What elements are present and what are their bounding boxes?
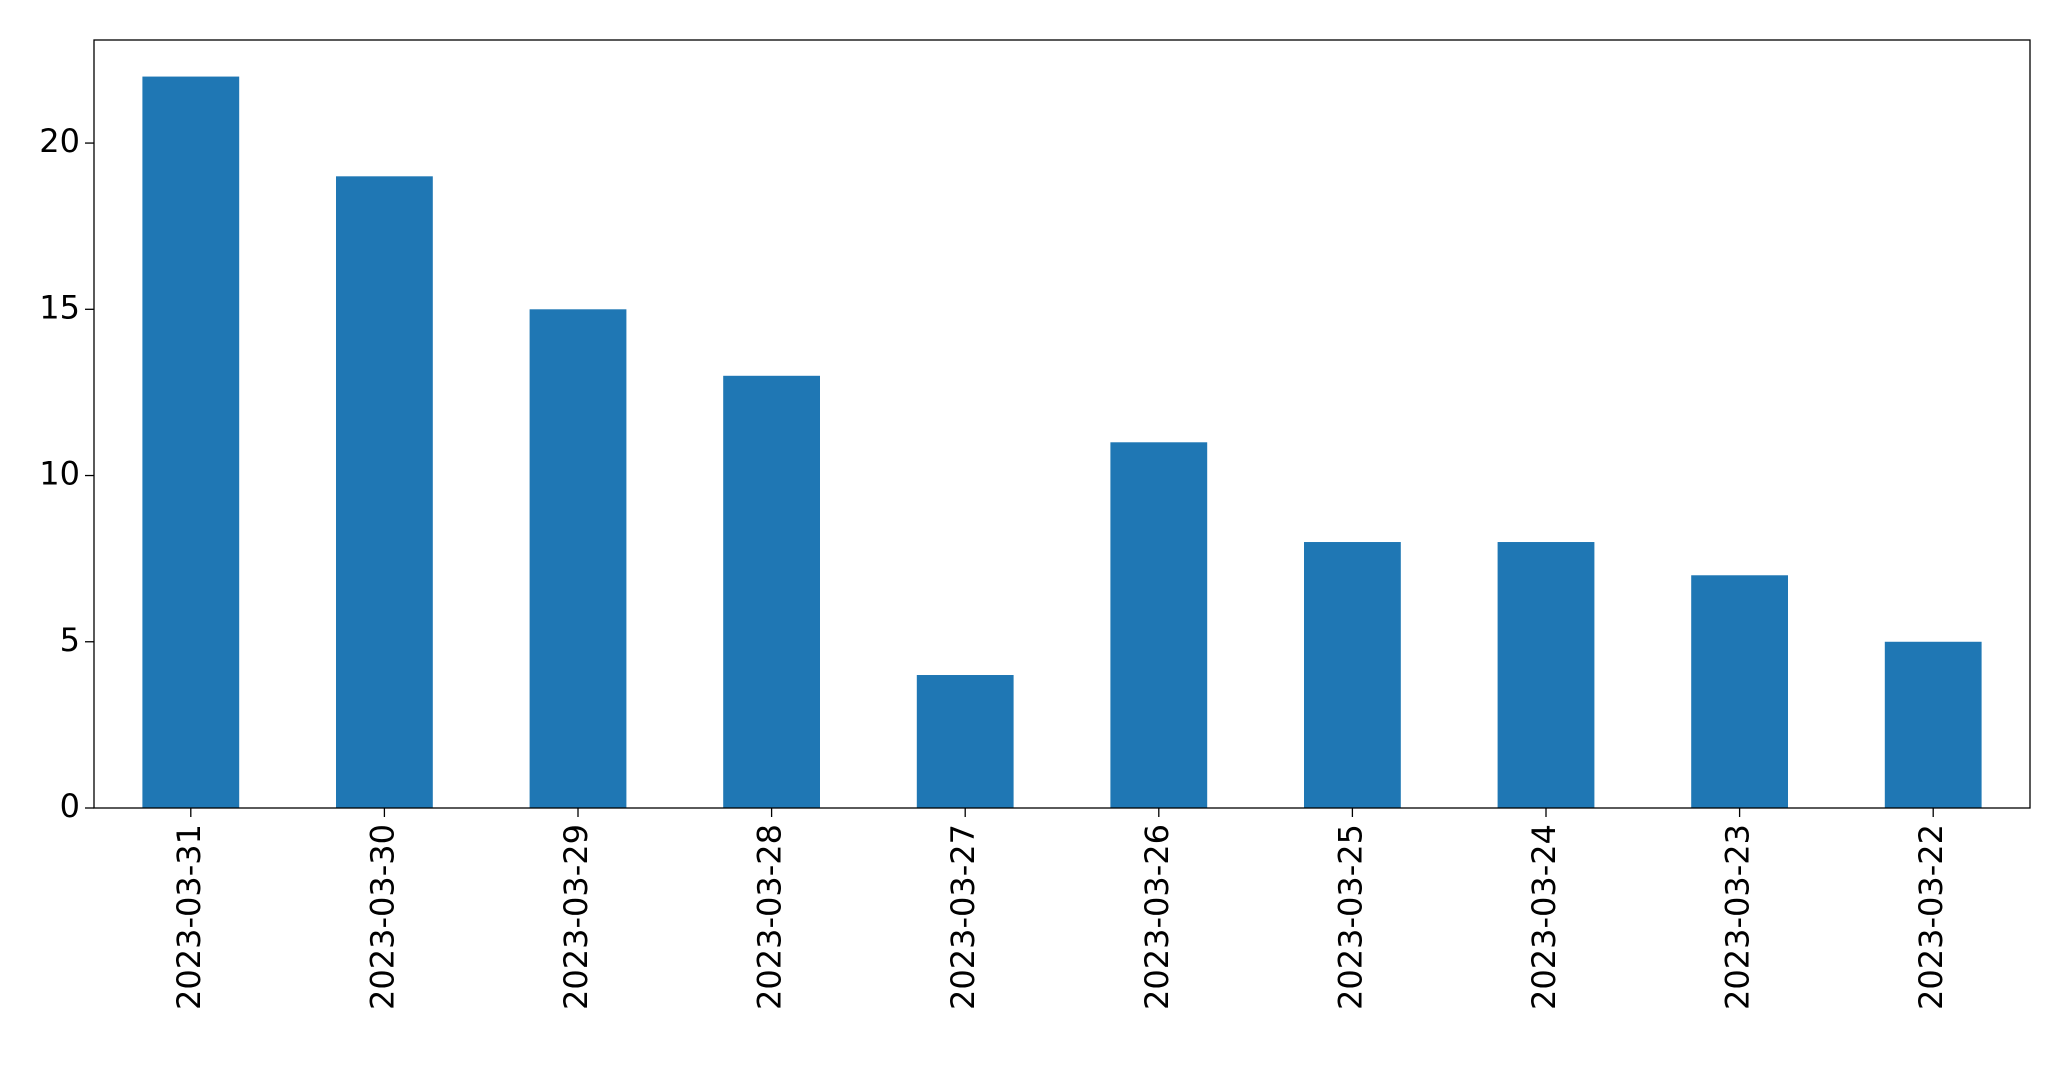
bar (1691, 575, 1788, 808)
x-tick-label: 2023-03-22 (1912, 824, 1950, 1010)
bar (916, 675, 1014, 808)
x-tick-label: 2023-03-27 (944, 824, 982, 1010)
bar (336, 176, 433, 808)
x-tick-label: 2023-03-29 (557, 824, 595, 1010)
bar (142, 76, 240, 809)
x-tick-label: 2023-03-23 (1719, 824, 1757, 1010)
bar (723, 375, 820, 808)
bar (1884, 641, 1982, 808)
y-tick-label: 20 (39, 122, 80, 160)
x-tick-label: 2023-03-28 (751, 824, 789, 1010)
bar (1304, 542, 1401, 808)
y-tick-label: 0 (60, 787, 80, 825)
bar (529, 309, 627, 808)
bar (1110, 442, 1208, 808)
y-tick-label: 5 (60, 621, 80, 659)
x-tick-label: 2023-03-26 (1138, 824, 1176, 1010)
y-tick-label: 10 (39, 455, 80, 493)
x-tick-label: 2023-03-31 (170, 824, 208, 1010)
bar (1497, 542, 1595, 808)
x-tick-label: 2023-03-30 (363, 824, 401, 1010)
plot-frame (93, 39, 2031, 809)
x-tick-label: 2023-03-24 (1525, 824, 1563, 1010)
x-tick-label: 2023-03-25 (1331, 824, 1369, 1010)
y-tick-label: 15 (39, 288, 80, 326)
